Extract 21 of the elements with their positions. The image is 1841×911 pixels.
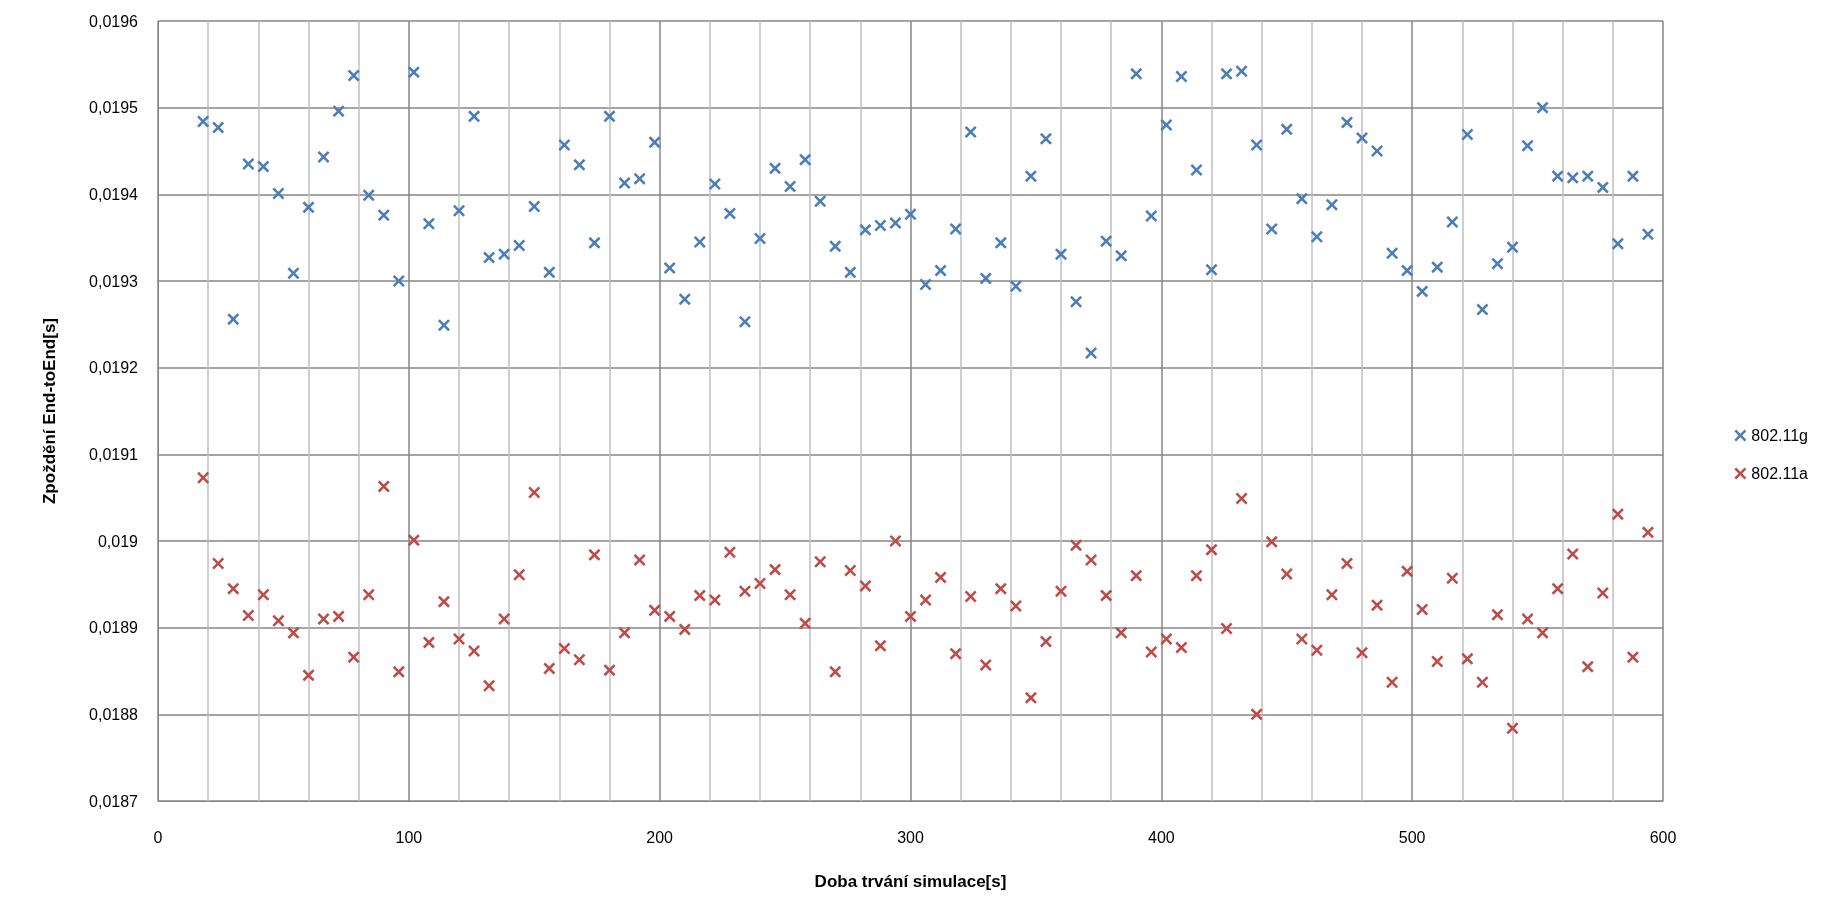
x-tick-label: 100	[395, 828, 423, 846]
y-tick-label: 0,0193	[89, 272, 139, 290]
x-tick-label: 0	[153, 828, 163, 846]
y-tick-label: 0,0187	[89, 792, 139, 810]
legend-label: 802.11a	[1751, 465, 1809, 482]
x-tick-label: 200	[646, 828, 674, 846]
y-tick-label: 0,0188	[89, 705, 139, 723]
x-tick-label: 500	[1398, 828, 1426, 846]
x-axis-title: Doba trvání simulace[s]	[814, 872, 1007, 891]
y-tick-label: 0,0192	[89, 359, 139, 377]
x-tick-label: 400	[1147, 828, 1175, 846]
legend-label: 802.11g	[1751, 427, 1809, 444]
y-tick-label: 0,0195	[89, 99, 139, 117]
x-tick-label: 600	[1649, 828, 1677, 846]
y-tick-label: 0,0196	[89, 12, 139, 30]
y-tick-label: 0,0189	[89, 619, 139, 637]
y-tick-label: 0,0194	[89, 185, 139, 203]
y-axis-title: Zpoždění End-toEnd[s]	[40, 317, 59, 505]
x-tick-label: 300	[897, 828, 924, 846]
y-tick-label: 0,019	[97, 532, 139, 550]
y-tick-label: 0,0191	[89, 445, 139, 463]
